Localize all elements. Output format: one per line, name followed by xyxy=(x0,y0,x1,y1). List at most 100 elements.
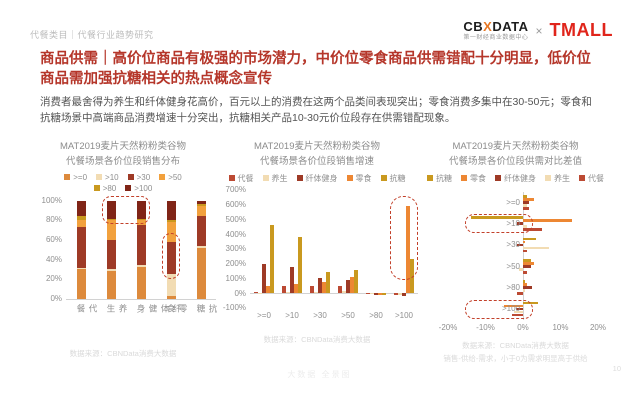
logo-group: CBXDATA 第一财经商业数据中心 × TMALL xyxy=(463,20,613,41)
legend-item: >30 xyxy=(127,172,151,182)
x-axis-tick: 0% xyxy=(517,322,529,332)
legend-swatch-icon xyxy=(159,174,166,181)
bar xyxy=(346,279,350,294)
tmall-logo: TMALL xyxy=(549,20,613,40)
bar xyxy=(523,259,531,262)
cbndata-subtitle: 第一财经商业数据中心 xyxy=(463,35,529,41)
x-axis-category-label: >30 xyxy=(313,310,327,320)
legend-item: >80 xyxy=(93,184,116,193)
legend-swatch-icon xyxy=(127,174,134,181)
bar-segment xyxy=(76,227,86,268)
summary-paragraph: 消费者最舍得为养生和纤体健身花高价，百元以上的消费在这两个品类间表现突出；零食消… xyxy=(40,96,592,124)
bar xyxy=(406,206,410,294)
bar xyxy=(298,237,302,294)
bar xyxy=(338,286,342,294)
bar xyxy=(523,246,550,250)
chart-supply-demand-gap: MAT2019麦片天然粉粉类谷物 代餐场景各价位段供需对比差值 抗糖 零食 纤体健身… xyxy=(418,135,613,366)
bar xyxy=(513,310,523,314)
times-icon: × xyxy=(535,23,543,38)
chart1-title-line1: MAT2019麦片天然粉粉类谷物 xyxy=(60,140,186,152)
legend-item: 纤体健身 xyxy=(495,173,536,184)
bar xyxy=(523,204,527,207)
legend-swatch-icon xyxy=(262,175,269,182)
chart3-title: MAT2019麦片天然粉粉类谷物 代餐场景各价位段供需对比差值 xyxy=(418,139,613,169)
bar xyxy=(523,228,542,231)
y-axis-tick: 0% xyxy=(234,288,246,298)
legend-item: 纤体健身 xyxy=(296,173,338,184)
cbndata-x-icon: X xyxy=(483,19,493,34)
bar xyxy=(342,291,346,294)
legend-swatch-icon xyxy=(380,175,387,182)
bar xyxy=(294,283,298,294)
y-axis-tick: 100% xyxy=(41,195,62,205)
x-axis-category-label: 代餐 xyxy=(76,303,98,314)
bar-segment xyxy=(76,267,86,270)
bar xyxy=(262,263,266,294)
legend-swatch-icon xyxy=(93,185,100,192)
bar-segment xyxy=(196,215,206,246)
legend-label: >=0 xyxy=(73,172,88,182)
legend-label: 养生 xyxy=(554,173,570,183)
legend-label: 零食 xyxy=(470,173,486,183)
bar xyxy=(517,292,523,295)
x-axis-tick: 10% xyxy=(552,322,569,332)
bar xyxy=(290,266,294,294)
chart1-source-note: 数据来源：CBNData消费大数据 xyxy=(69,348,177,358)
page-title: 商品供需｜高价位商品有极强的市场潜力，中价位零食商品供需错配十分明显，低价位商品… xyxy=(40,51,591,87)
chart2-title: MAT2019麦片天然粉粉类谷物 代餐场景各价位段销售增速 xyxy=(216,139,418,169)
bar-segment xyxy=(196,245,206,248)
bar xyxy=(318,278,322,294)
bar xyxy=(322,282,326,294)
legend-item: 抗糖 xyxy=(427,173,452,184)
legend-swatch-icon xyxy=(64,174,71,181)
chart3-source-note: 数据来源：CBNData消费大数据 销售-供给-需求，小于0为需求明显高于供给 xyxy=(418,340,613,366)
bar xyxy=(523,207,529,210)
bar xyxy=(470,216,523,219)
bar xyxy=(254,292,258,294)
bar-segment xyxy=(136,225,146,265)
legend-swatch-icon xyxy=(579,175,585,182)
bar-segment xyxy=(76,219,86,228)
bar xyxy=(282,285,286,294)
y-axis-category-label: >100 xyxy=(501,304,520,314)
chart2-plot: 700% 600% 500% 400% 300% 200% 100% 0% -100% >=0 >1… xyxy=(223,185,418,320)
bar-segment xyxy=(136,264,146,267)
bar xyxy=(270,225,274,294)
bar-segment xyxy=(76,215,86,220)
legend-item: 零食 xyxy=(346,173,372,184)
legend-swatch-icon xyxy=(96,174,103,181)
y-axis-tick: 20% xyxy=(45,274,62,284)
legend-swatch-icon xyxy=(495,175,501,182)
bar-segment xyxy=(106,218,116,221)
x-axis-category-label: >50 xyxy=(341,310,355,320)
chart2-legend: 代餐 养生 纤体健身 零食 抗糖 xyxy=(216,173,418,184)
bar xyxy=(314,291,318,294)
y-axis-tick: 200% xyxy=(225,259,246,269)
bar xyxy=(382,293,386,295)
y-axis-tick: 700% xyxy=(225,185,246,195)
x-axis-tick: 20% xyxy=(589,322,606,332)
legend-item: 零食 xyxy=(461,173,486,184)
y-axis-tick: 100% xyxy=(225,273,246,283)
chart2-source-note: 数据来源：CBNData消费大数据 xyxy=(263,334,371,344)
legend-label: 抗糖 xyxy=(389,173,406,183)
chart2-title-line2: 代餐场景各价位段销售增速 xyxy=(259,155,374,167)
legend-item: >=0 xyxy=(64,173,87,182)
y-axis-tick: 500% xyxy=(225,214,246,224)
highlight-annotation xyxy=(101,195,150,225)
chart3-title-line1: MAT2019麦片天然粉粉类谷物 xyxy=(452,140,579,152)
bar xyxy=(523,280,525,283)
y-axis-tick: 400% xyxy=(225,229,246,239)
bar xyxy=(326,272,330,294)
x-axis-category-label: 养生 xyxy=(106,303,128,314)
legend-label: >30 xyxy=(136,172,151,182)
bar xyxy=(523,198,535,201)
bar-segment xyxy=(106,269,116,272)
page-number: 10 xyxy=(612,364,621,373)
bar xyxy=(523,286,533,289)
bar xyxy=(523,240,525,244)
bar-segment xyxy=(106,200,116,219)
bar-segment xyxy=(106,271,116,299)
x-axis-category-label: 纤体健身 xyxy=(136,303,182,314)
